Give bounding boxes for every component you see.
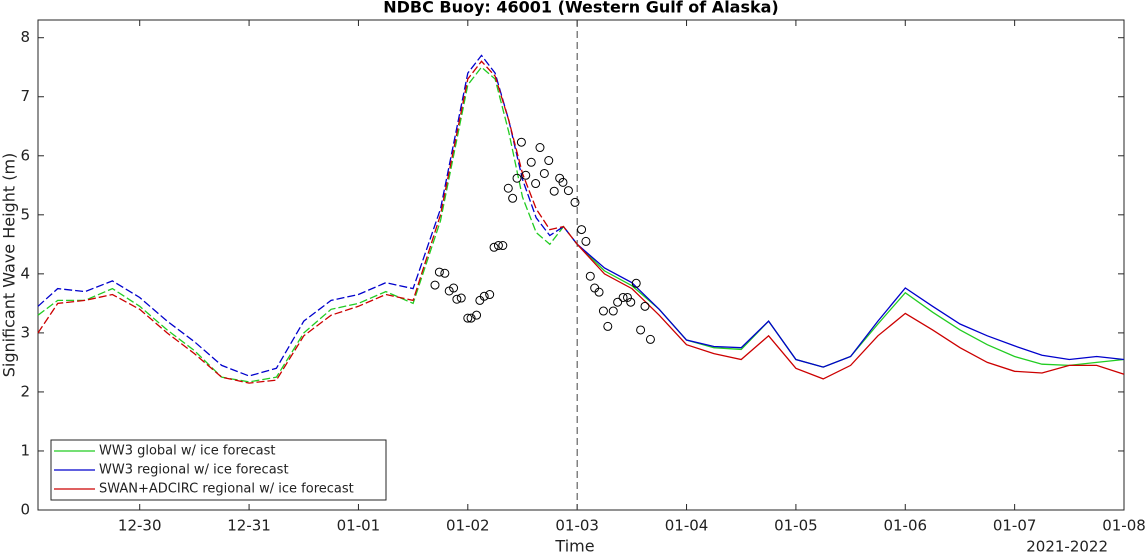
y-tick-label: 4 <box>20 264 30 282</box>
observation-point <box>472 310 482 320</box>
x-tick-label: 01-02 <box>446 517 490 535</box>
observation-point <box>563 186 573 196</box>
y-tick-label: 5 <box>20 205 30 223</box>
x-tick-label: 01-03 <box>555 517 599 535</box>
observation-point <box>608 306 618 316</box>
observation-point <box>479 291 489 301</box>
series-line <box>37 66 578 383</box>
observation-point <box>512 173 522 183</box>
observation-point <box>434 267 444 277</box>
observation-point <box>585 271 595 281</box>
x-tick-label: 01-05 <box>774 517 818 535</box>
observation-point <box>577 225 587 235</box>
series-line <box>576 243 1125 380</box>
legend-box <box>50 439 387 501</box>
y-tick-label: 7 <box>20 87 30 105</box>
x-tick-label: 01-01 <box>337 517 381 535</box>
legend: WW3 global w/ ice forecast WW3 regional w… <box>50 439 387 501</box>
y-tick-label: 1 <box>20 441 30 459</box>
x-secondary-label: 2021-2022 <box>1026 538 1108 555</box>
x-tick-label: 01-06 <box>883 517 927 535</box>
observation-point <box>594 287 604 297</box>
observation-point <box>598 306 608 316</box>
observation-point <box>485 290 495 300</box>
observation-point <box>603 321 613 331</box>
observation-point <box>456 293 466 303</box>
y-tick-label: 6 <box>20 146 30 164</box>
x-axis-label: Time <box>554 537 594 555</box>
y-tick-label: 3 <box>20 323 30 341</box>
observation-point <box>440 268 450 278</box>
legend-label: WW3 global w/ ice forecast <box>99 444 276 459</box>
y-axis-label: Significant Wave Height (m) <box>0 153 19 378</box>
series-line <box>37 54 578 377</box>
x-tick-label: 01-04 <box>665 517 709 535</box>
observation-point <box>526 157 536 167</box>
observation-point <box>531 179 541 189</box>
observation-point <box>539 168 549 178</box>
plot-area <box>37 19 1125 511</box>
series-line <box>576 243 1125 368</box>
chart-title: NDBC Buoy: 46001 (Western Gulf of Alaska… <box>383 0 779 17</box>
observation-point <box>535 143 545 153</box>
observation-point <box>493 241 503 251</box>
observation-point <box>489 242 499 252</box>
observation-point <box>521 170 531 180</box>
observation-point <box>622 292 632 302</box>
observation-point <box>636 325 646 335</box>
legend-label: WW3 regional w/ ice forecast <box>99 463 289 478</box>
observation-point <box>449 283 459 293</box>
observation-point <box>558 177 568 187</box>
observation-point <box>645 334 655 344</box>
observation-point <box>463 313 473 323</box>
legend-label: SWAN+ADCIRC regional w/ ice forecast <box>99 482 354 497</box>
x-tick-label: 01-07 <box>993 517 1037 535</box>
observation-point <box>581 236 591 246</box>
y-tick-label: 0 <box>20 501 30 519</box>
observation-point <box>466 313 476 323</box>
y-tick-label: 8 <box>20 28 30 46</box>
x-tick-label: 12-30 <box>118 517 162 535</box>
x-tick-label: 12-31 <box>227 517 271 535</box>
observation-point <box>508 193 518 203</box>
observation-point <box>626 297 636 307</box>
observation-point <box>640 301 650 311</box>
observation-point <box>516 137 526 147</box>
observation-point <box>503 183 513 193</box>
observation-point <box>430 280 440 290</box>
x-tick-label: 01-08 <box>1102 517 1146 535</box>
y-tick-label: 2 <box>20 382 30 400</box>
observation-point <box>452 294 462 304</box>
observation-point <box>549 186 559 196</box>
observation-point <box>544 156 554 166</box>
observation-point <box>498 241 508 251</box>
observation-point <box>570 197 580 207</box>
observation-point <box>613 297 623 307</box>
observation-point <box>618 292 628 302</box>
observation-point <box>631 278 641 288</box>
